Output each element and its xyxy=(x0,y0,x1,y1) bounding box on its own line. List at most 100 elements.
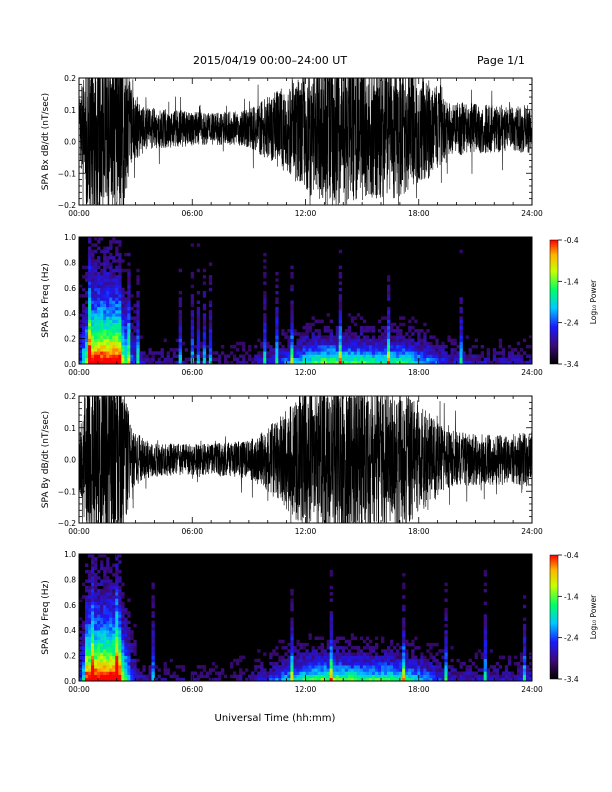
spectrogram-cell xyxy=(314,335,318,339)
spectrogram-cell xyxy=(495,661,500,666)
spectrogram-cell xyxy=(399,348,403,352)
spectrogram-cell xyxy=(82,335,86,339)
spectrogram-cell xyxy=(429,646,433,650)
spectrogram-cell xyxy=(356,344,361,349)
spectrogram-cell xyxy=(374,341,379,346)
spectrogram-cell xyxy=(103,281,107,285)
spectrogram-cell xyxy=(109,665,113,669)
spectrogram-cell xyxy=(91,674,95,679)
spectrogram-cell xyxy=(504,357,509,362)
spectrogram-cell xyxy=(151,360,155,365)
spectrogram-cell xyxy=(242,344,246,349)
spectrogram-cell xyxy=(350,677,355,682)
spectrogram-cell xyxy=(94,268,98,273)
spectrogram-cell xyxy=(420,360,424,365)
spectrogram-cell xyxy=(299,655,303,660)
spectrogram-cell xyxy=(151,585,155,590)
spectrogram-cell xyxy=(365,661,370,666)
spectrogram-cell xyxy=(495,351,500,355)
spectrogram-cell xyxy=(420,348,424,352)
spectrogram-cell xyxy=(82,341,86,346)
spectrogram-cell xyxy=(112,630,116,634)
spectrogram-cell xyxy=(390,357,394,362)
spectrogram-cell xyxy=(396,344,400,349)
spectrogram-cell xyxy=(245,360,249,365)
spectrogram-cell xyxy=(332,344,336,349)
spectrogram-cell xyxy=(100,655,104,660)
spectrogram-cell xyxy=(178,325,182,330)
spectrogram-cell xyxy=(296,661,300,666)
spectrogram-cell xyxy=(393,357,397,362)
spectrogram-cell xyxy=(208,325,213,330)
spectrogram-cell xyxy=(399,661,403,666)
spectrogram-cell xyxy=(127,300,131,304)
spectrogram-cell xyxy=(112,601,116,606)
spectrogram-cell xyxy=(88,665,92,669)
spectrogram-cell xyxy=(371,649,376,653)
spectrogram-cell xyxy=(432,674,436,679)
spectrogram-cell xyxy=(91,303,95,308)
spectrogram-cell xyxy=(208,316,213,320)
x-tick-label: 24:00 xyxy=(521,527,543,536)
spectrogram-cell xyxy=(124,620,128,625)
spectrogram-cell xyxy=(432,335,436,339)
spectrogram-cell xyxy=(390,661,394,666)
spectrogram-cell xyxy=(290,265,294,270)
spectrogram-cell xyxy=(393,658,397,663)
spectrogram-cell xyxy=(450,674,454,679)
spectrogram-cell xyxy=(103,658,107,663)
spectrogram-cell xyxy=(275,284,279,289)
spectrogram-cell xyxy=(106,588,110,593)
spectrogram-cell xyxy=(444,639,448,644)
spectrogram-cell xyxy=(130,332,134,336)
spectrogram-cell xyxy=(305,329,309,333)
spectrogram-cell xyxy=(118,335,122,339)
spectrogram-cell xyxy=(414,351,418,355)
spectrogram-cell xyxy=(115,617,119,621)
spectrogram-cell xyxy=(429,652,433,656)
spectrogram-cell xyxy=(124,322,128,327)
spectrogram-cell xyxy=(202,348,207,352)
spectrogram-cell xyxy=(94,322,98,327)
spectrogram-cell xyxy=(85,601,89,606)
spectrogram-cell xyxy=(136,671,140,675)
spectrogram-cell xyxy=(387,297,391,301)
spectrogram-cell xyxy=(118,627,122,631)
spectrogram-cell xyxy=(371,360,376,365)
spectrogram-cell xyxy=(100,677,104,682)
x-tick-label: 00:00 xyxy=(68,685,90,694)
spectrogram-cell xyxy=(115,604,119,609)
spectrogram-cell xyxy=(338,661,343,666)
spectrogram-cell xyxy=(260,360,264,365)
spectrogram-cell xyxy=(311,646,315,650)
spectrogram-cell xyxy=(290,357,294,362)
spectrogram-cell xyxy=(513,360,518,365)
spectrogram-cell xyxy=(362,348,367,352)
spectrogram-cell xyxy=(483,582,487,587)
spectrogram-cell xyxy=(387,294,391,298)
spectrogram-cell xyxy=(118,313,122,317)
spectrogram-cell xyxy=(109,569,113,574)
spectrogram-cell xyxy=(91,329,95,333)
spectrogram-cell xyxy=(118,348,122,352)
spectrogram-cell xyxy=(353,658,358,663)
spectrogram-cell xyxy=(441,655,445,660)
spectrogram-cell xyxy=(242,354,246,358)
spectrogram-cell xyxy=(459,351,463,355)
spectrogram-cell xyxy=(435,671,439,675)
spectrogram-cell xyxy=(275,646,279,650)
spectrogram-cell xyxy=(196,300,201,304)
spectrogram-cell xyxy=(390,677,394,682)
spectrogram-cell xyxy=(290,360,294,365)
spectrogram-cell xyxy=(387,332,391,336)
spectrogram-cell xyxy=(414,674,418,679)
waveform-trace xyxy=(78,77,533,206)
spectrogram-cell xyxy=(411,677,415,682)
spectrogram-cell xyxy=(118,303,122,308)
spectrogram-cell xyxy=(278,658,282,663)
spectrogram-cell xyxy=(426,357,430,362)
spectrogram-cell xyxy=(97,281,101,285)
spectrogram-cell xyxy=(85,316,89,320)
spectrogram-cell xyxy=(353,636,358,641)
spectrogram-cell xyxy=(115,300,119,304)
